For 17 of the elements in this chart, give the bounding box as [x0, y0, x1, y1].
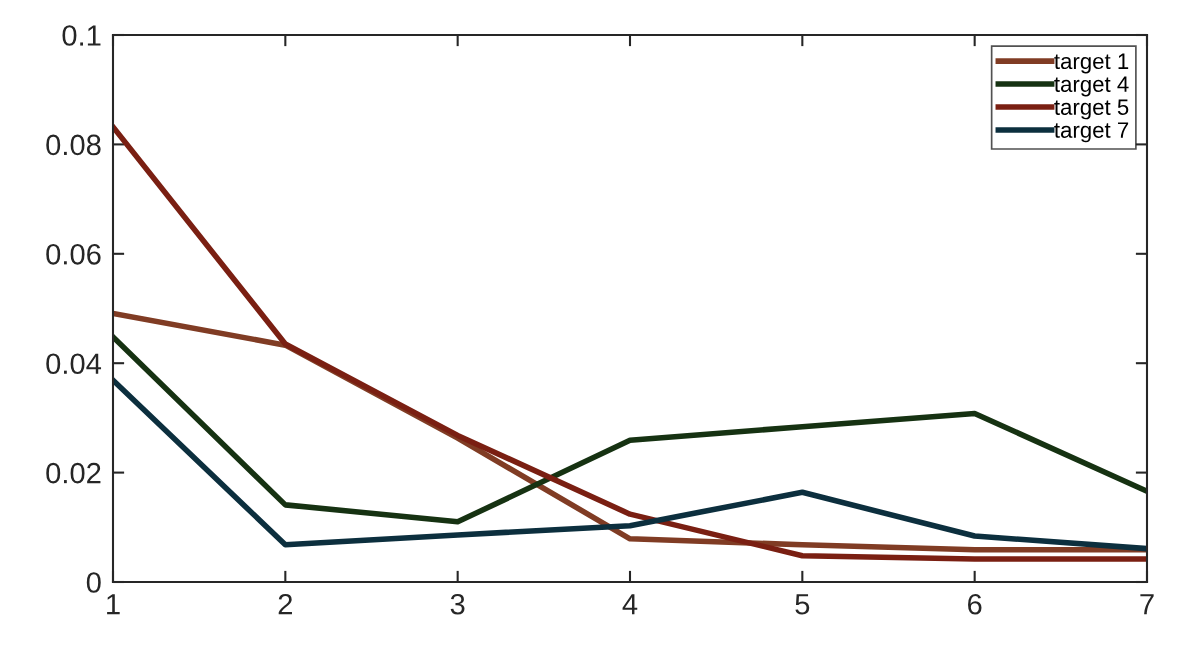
- x-tick-label: 4: [622, 594, 638, 615]
- y-tick-label: 0.06: [46, 244, 101, 265]
- x-tick-label: 5: [795, 594, 810, 615]
- x-tick-label: 3: [450, 593, 465, 615]
- legend-label: target 4: [1054, 76, 1129, 97]
- y-tick-label: 0.08: [46, 134, 101, 156]
- legend-label: target 5: [1054, 99, 1129, 120]
- y-tick-label: 0.1: [62, 25, 101, 46]
- y-tick-label: 0.04: [46, 353, 102, 375]
- x-tick-label: 1: [107, 594, 120, 615]
- legend-label: target 7: [1054, 122, 1129, 143]
- x-tick-label: 7: [1140, 594, 1154, 615]
- x-tick-label: 6: [968, 593, 982, 615]
- y-tick-label: 0.02: [46, 462, 101, 484]
- y-tick-label: 0: [86, 572, 101, 593]
- x-tick-label: 2: [278, 593, 292, 615]
- legend-label: target 1: [1054, 53, 1129, 74]
